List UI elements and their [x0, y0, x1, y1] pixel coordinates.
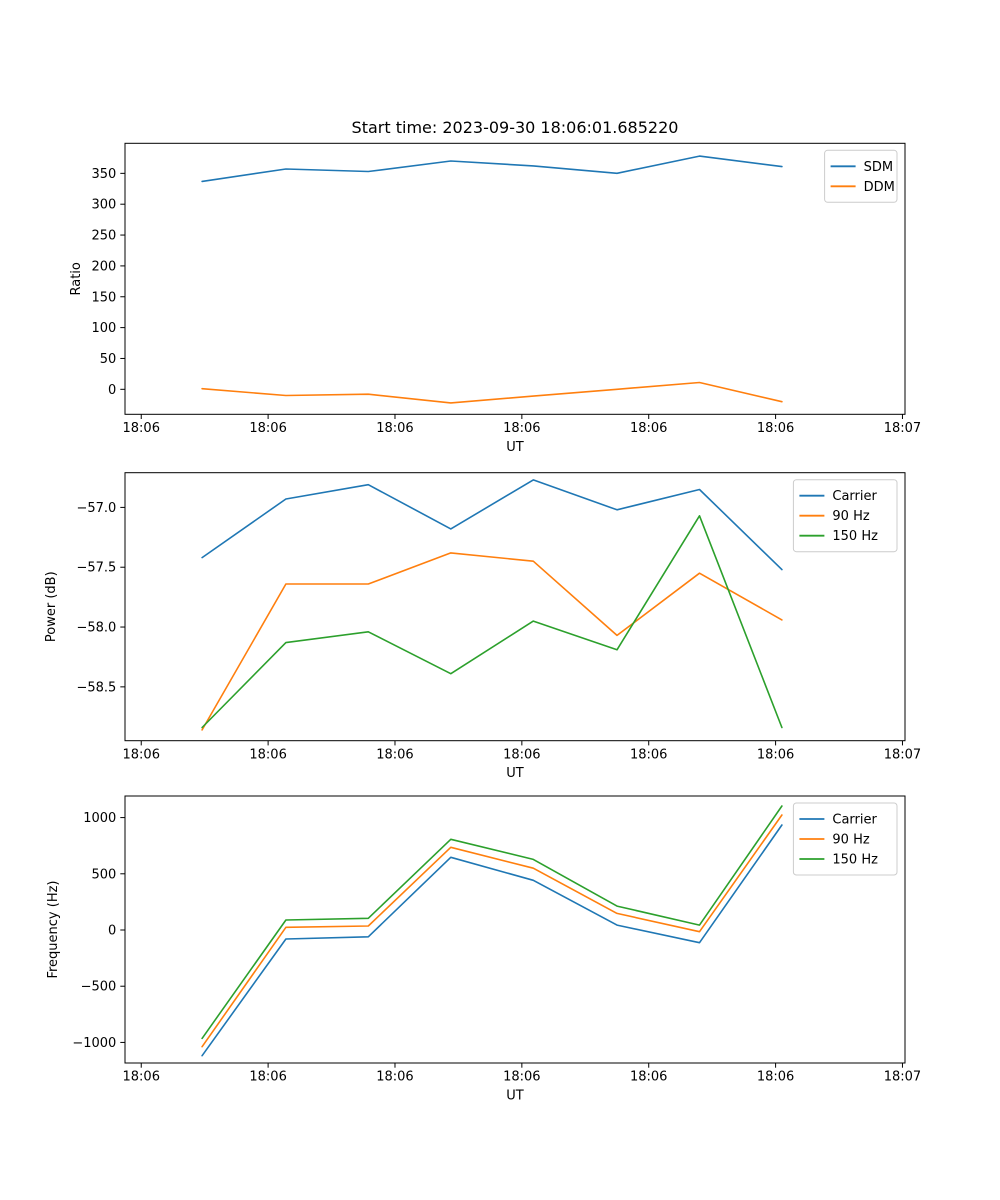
- y-tick-label: 300: [91, 198, 116, 213]
- x-tick-label: 18:06: [503, 421, 540, 436]
- figure-title: Start time: 2023-09-30 18:06:01.685220: [351, 118, 679, 137]
- chart-3-plot-frame: [124, 795, 906, 1064]
- y-tick-label: 1000: [83, 811, 116, 826]
- chart-1-series-line-sdm: [201, 155, 783, 183]
- chart-3: 18:06 18:06 18:06 18:06 18:06 18:06 18:07 UT 100…: [46, 795, 921, 1104]
- x-tick-label: 18:06: [503, 747, 540, 762]
- legend-label: Carrier: [832, 813, 877, 828]
- y-axis-label: Frequency (Hz): [46, 880, 61, 978]
- y-tick-label: 250: [91, 229, 116, 244]
- legend-label: 150 Hz: [832, 529, 878, 544]
- y-tick-label: 100: [91, 321, 116, 336]
- chart-2-y-axis: −57.0 −57.5 −58.0 −58.5 Power (dB): [44, 501, 125, 695]
- chart-1: 18:06 18:06 18:06 18:06 18:06 18:06 18:07 UT 0 50…: [69, 142, 921, 455]
- x-tick-label: 18:06: [757, 421, 794, 436]
- chart-2: 18:06 18:06 18:06 18:06 18:06 18:06 18:07 UT −57…: [44, 472, 921, 781]
- y-tick-label: 0: [108, 383, 116, 398]
- chart-1-legend: SDM DDM: [824, 149, 898, 203]
- x-tick-label: 18:07: [884, 1070, 921, 1085]
- chart-2-legend: Carrier 90 Hz 150 Hz: [792, 479, 898, 553]
- x-axis-label: UT: [506, 1089, 524, 1104]
- chart-1-plot-frame: [124, 142, 906, 415]
- legend-box: [824, 149, 898, 203]
- x-tick-label: 18:06: [249, 421, 286, 436]
- y-tick-label: −1000: [72, 1036, 116, 1051]
- x-tick-label: 18:06: [630, 1070, 667, 1085]
- y-axis-label: Power (dB): [44, 571, 59, 642]
- legend-label: 150 Hz: [832, 853, 878, 868]
- legend-label: 90 Hz: [832, 833, 869, 848]
- y-tick-label: −58.5: [76, 680, 116, 695]
- x-tick-label: 18:07: [884, 421, 921, 436]
- chart-2-series-line-carrier: [201, 479, 783, 571]
- y-tick-label: 350: [91, 167, 116, 182]
- legend-label: Carrier: [832, 489, 877, 504]
- x-tick-label: 18:06: [249, 1070, 286, 1085]
- x-tick-label: 18:06: [376, 1070, 413, 1085]
- legend-box: [792, 479, 898, 553]
- y-tick-label: 50: [100, 352, 117, 367]
- x-tick-label: 18:06: [249, 747, 286, 762]
- legend-box: [792, 802, 898, 876]
- x-tick-label: 18:06: [376, 747, 413, 762]
- chart-3-y-axis: 1000 500 0 −500 −1000 Frequency (Hz): [46, 811, 125, 1051]
- chart-3-x-axis: 18:06 18:06 18:06 18:06 18:06 18:06 18:07 UT: [123, 1063, 921, 1104]
- y-tick-label: 150: [91, 290, 116, 305]
- y-tick-label: 200: [91, 259, 116, 274]
- chart-3-series-line-150-hz: [201, 805, 783, 1040]
- x-tick-label: 18:06: [630, 747, 667, 762]
- chart-1-y-axis: 0 50 100 150 200 250 300 350 Ratio: [69, 167, 125, 398]
- chart-2-series-line-90-hz: [201, 552, 783, 731]
- chart-2-x-axis: 18:06 18:06 18:06 18:06 18:06 18:06 18:07 UT: [123, 740, 921, 781]
- legend-label: DDM: [864, 180, 895, 195]
- y-tick-label: 0: [108, 924, 116, 939]
- chart-3-legend: Carrier 90 Hz 150 Hz: [792, 802, 898, 876]
- chart-2-series-line-150-hz: [201, 514, 783, 729]
- x-axis-label: UT: [506, 766, 524, 781]
- chart-3-series-line-90-hz: [201, 814, 783, 1048]
- x-tick-label: 18:07: [884, 747, 921, 762]
- legend-label: 90 Hz: [832, 509, 869, 524]
- legend-label: SDM: [864, 160, 893, 175]
- x-tick-label: 18:06: [630, 421, 667, 436]
- x-tick-label: 18:06: [757, 747, 794, 762]
- y-tick-label: −500: [81, 980, 117, 995]
- x-tick-label: 18:06: [376, 421, 413, 436]
- x-tick-label: 18:06: [757, 1070, 794, 1085]
- y-tick-label: −58.0: [76, 621, 116, 636]
- x-tick-label: 18:06: [123, 747, 160, 762]
- x-axis-label: UT: [506, 440, 524, 455]
- y-tick-label: 500: [91, 867, 116, 882]
- chart-1-series-line-ddm: [201, 381, 783, 404]
- y-tick-label: −57.5: [76, 561, 116, 576]
- y-axis-label: Ratio: [69, 262, 84, 295]
- x-tick-label: 18:06: [503, 1070, 540, 1085]
- x-tick-label: 18:06: [123, 421, 160, 436]
- chart-2-plot-frame: [124, 472, 906, 742]
- chart-3-series-line-carrier: [201, 824, 783, 1057]
- chart-1-x-axis: 18:06 18:06 18:06 18:06 18:06 18:06 18:07 UT: [123, 414, 921, 455]
- y-tick-label: −57.0: [76, 501, 116, 516]
- x-tick-label: 18:06: [123, 1070, 160, 1085]
